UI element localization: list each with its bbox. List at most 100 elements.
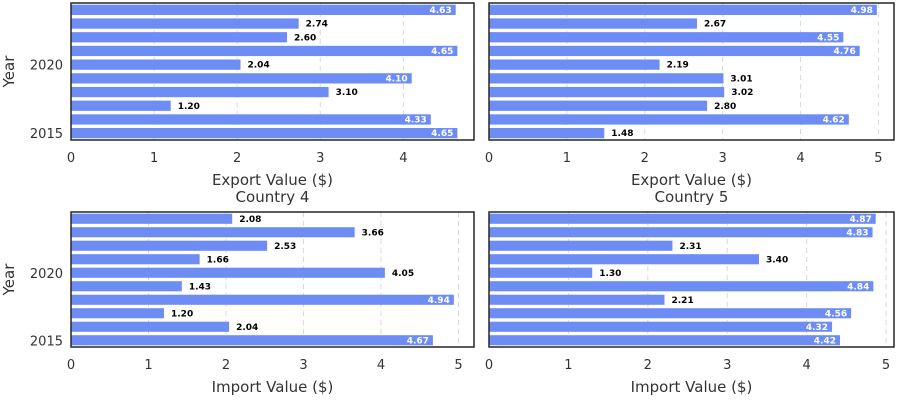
- bar: [71, 308, 164, 319]
- x-tick-label: 4: [803, 358, 811, 373]
- bar-value-label: 2.04: [236, 323, 258, 333]
- x-tick-label: 5: [874, 151, 882, 166]
- bar: [489, 321, 833, 332]
- bar-value-label: 4.63: [430, 6, 452, 16]
- bar-value-label: 4.10: [385, 74, 407, 84]
- bar-value-label: 4.76: [834, 47, 856, 57]
- bar-value-label: 3.01: [730, 74, 752, 84]
- bar: [489, 18, 697, 29]
- bar: [71, 281, 182, 292]
- plot-frame: [488, 211, 895, 348]
- bar: [489, 73, 724, 84]
- panel-title: Country 4: [236, 188, 310, 206]
- x-tick-label: 3: [299, 358, 307, 373]
- bar-value-label: 4.33: [405, 115, 427, 125]
- bar: [71, 254, 200, 265]
- bar: [71, 32, 288, 43]
- x-tick-label: 2: [222, 358, 230, 373]
- x-tick-label: 0: [67, 151, 75, 166]
- y-tick-label: 2020: [30, 267, 63, 282]
- x-tick-label: 2: [644, 358, 652, 373]
- bar-value-label: 4.56: [825, 309, 847, 319]
- bar-value-label: 2.08: [239, 215, 261, 225]
- bar-value-label: 2.67: [704, 20, 726, 30]
- bar-value-label: 2.31: [679, 242, 701, 252]
- x-axis-label: Export Value ($): [212, 171, 333, 189]
- bar: [71, 59, 241, 70]
- y-tick-label: 2015: [30, 334, 63, 349]
- x-tick-label: 4: [377, 358, 385, 373]
- bar: [489, 281, 874, 292]
- bar: [71, 128, 458, 139]
- bar-value-label: 4.67: [407, 336, 429, 346]
- bar-value-label: 3.66: [362, 228, 384, 238]
- bar-value-label: 1.48: [611, 129, 633, 139]
- x-tick-label: 3: [719, 151, 727, 166]
- x-tick-label: 1: [564, 358, 572, 373]
- bar: [71, 227, 355, 238]
- bar: [71, 73, 412, 84]
- panel-title: Country 5: [655, 188, 729, 206]
- bar: [489, 128, 605, 139]
- bar-value-label: 4.32: [806, 323, 828, 333]
- bar-value-label: 3.02: [731, 88, 753, 98]
- x-axis-label: Import Value ($): [212, 378, 334, 396]
- bar-value-label: 2.04: [248, 61, 270, 71]
- y-axis-label: Year: [0, 55, 18, 89]
- bar-value-label: 3.10: [336, 88, 358, 98]
- bar: [71, 267, 385, 278]
- bar-value-label: 4.84: [847, 282, 869, 292]
- plot-frame: [70, 211, 475, 348]
- bar: [489, 4, 877, 15]
- x-tick-label: 2: [233, 151, 241, 166]
- bar: [71, 294, 454, 305]
- bar-value-label: 2.60: [294, 33, 316, 43]
- bar-value-label: 4.05: [392, 269, 414, 279]
- bar: [489, 100, 708, 111]
- bar: [489, 294, 665, 305]
- x-tick-label: 4: [796, 151, 804, 166]
- bar: [71, 86, 329, 98]
- bar: [489, 45, 860, 57]
- bar: [71, 321, 230, 332]
- bar-value-label: 4.55: [817, 33, 839, 43]
- x-tick-label: 2: [641, 151, 649, 166]
- bar: [71, 240, 268, 251]
- x-tick-label: 0: [485, 151, 493, 166]
- x-tick-label: 5: [882, 358, 890, 373]
- bar: [489, 213, 876, 224]
- bar: [71, 335, 433, 346]
- bar-value-label: 4.42: [814, 336, 836, 346]
- bar-value-label: 4.62: [823, 115, 845, 125]
- bar-value-label: 2.53: [274, 242, 296, 252]
- bar-value-label: 2.74: [306, 20, 328, 30]
- chart-panel-4: 4.42 4.32 4.56 2.21 4.84 1.30 3.40 2.31 4.83 4.87…: [485, 188, 895, 396]
- bar-value-label: 4.65: [431, 47, 453, 57]
- x-tick-label: 0: [67, 358, 75, 373]
- chart-panel-3: 4.67 2.04 1.20 4.94 1.43 4.05 1.66 2.53 3.66 2.08…: [0, 188, 475, 396]
- x-tick-label: 0: [485, 358, 493, 373]
- bar: [71, 45, 458, 57]
- bar: [71, 4, 456, 15]
- x-tick-label: 3: [316, 151, 324, 166]
- bar: [489, 240, 673, 251]
- bar-value-label: 4.94: [428, 296, 450, 306]
- bar-value-label: 1.43: [189, 282, 211, 292]
- bar: [489, 59, 660, 70]
- bar: [71, 100, 171, 111]
- y-tick-label: 2015: [30, 127, 63, 142]
- plot-frame: [70, 2, 475, 141]
- bar: [489, 308, 852, 319]
- chart-panel-1: 4.65 4.33 1.20 3.10 4.10 2.04 4.65 2.60 2.74 4.63…: [0, 2, 475, 189]
- bar: [489, 267, 593, 278]
- x-axis-label: Import Value ($): [631, 378, 753, 396]
- bar-value-label: 1.66: [207, 255, 229, 265]
- bar-value-label: 2.19: [667, 61, 689, 71]
- y-tick-label: 2020: [30, 59, 63, 74]
- bar-value-label: 1.20: [178, 102, 200, 112]
- x-tick-label: 1: [563, 151, 571, 166]
- bar: [71, 213, 233, 224]
- y-axis-label: Year: [0, 263, 18, 297]
- bar: [489, 227, 873, 238]
